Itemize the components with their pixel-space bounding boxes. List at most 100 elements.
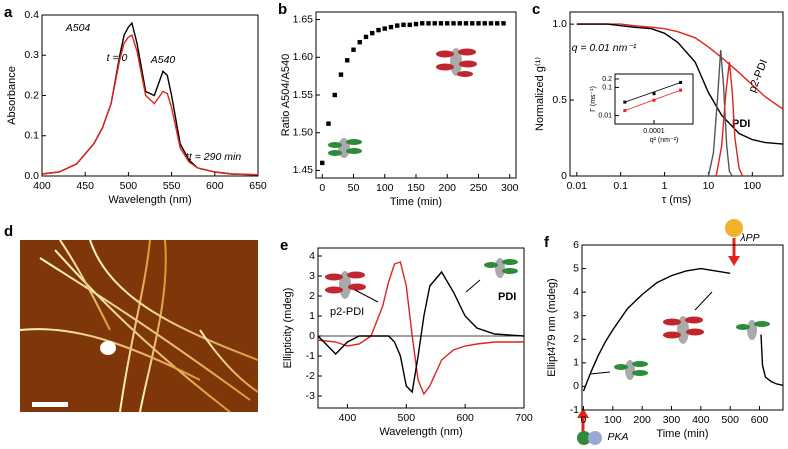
x-tick-label: 600 (751, 414, 769, 426)
x-tick-label: 500 (398, 412, 416, 424)
series-label: PDI (498, 291, 516, 303)
x-tick-label: 50 (348, 182, 360, 194)
x-tick-label: 500 (721, 414, 739, 426)
plot-frame (569, 11, 784, 177)
series-line (317, 270, 525, 394)
x-tick-label: 600 (456, 412, 474, 424)
scale-bar (32, 402, 68, 407)
data-point (501, 21, 506, 26)
cartoon (325, 48, 770, 445)
x-tick-label: 300 (663, 414, 681, 426)
data-point (438, 21, 444, 26)
y-axis-label: Absorbance (6, 66, 18, 125)
data-point (320, 160, 325, 166)
data-point (488, 21, 494, 26)
fit-line (624, 89, 681, 111)
data-point (395, 23, 400, 28)
data-point (351, 47, 356, 52)
data-point (652, 92, 656, 96)
x-axis-label: τ (ms) (662, 194, 691, 206)
y-tick-label: 6 (573, 239, 579, 251)
annotation: A504 (65, 22, 91, 34)
series-line (582, 267, 784, 392)
y-tick-label: -2 (306, 370, 315, 382)
annotation: A540 (150, 54, 176, 66)
y-tick-label: 0 (573, 380, 579, 392)
x-tick-label: 400 (692, 414, 710, 426)
data-point (363, 34, 369, 40)
annotation: *t = 290 min (185, 151, 241, 163)
annotation: λPP (739, 232, 759, 244)
x-tick-label: 250 (470, 182, 488, 194)
x-tick-label: 550 (163, 180, 181, 192)
x-tick-label: 400 (33, 180, 51, 192)
y-axis-label: Ellipt479 nm (mdeg) (546, 278, 558, 376)
data-point (338, 72, 344, 77)
y-tick-label: 0 (561, 170, 567, 182)
y-tick-label: 1.0 (552, 18, 567, 30)
data-point (426, 21, 431, 26)
x-tick-label: 400 (339, 412, 357, 424)
y-axis-label: Ellipticity (mdeg) (282, 288, 294, 369)
y-tick-label: 1.65 (293, 13, 314, 25)
data-point (413, 21, 419, 27)
y-tick-label: 0.1 (602, 84, 612, 91)
x-tick-label: 0 (319, 182, 325, 194)
data-point (326, 121, 331, 126)
data-point (382, 26, 387, 31)
data-point (463, 21, 469, 26)
data-point (345, 58, 350, 63)
data-point (495, 21, 500, 26)
x-tick-label: 300 (501, 182, 519, 194)
x-axis-label: Wavelength (nm) (379, 426, 462, 438)
data-point (401, 22, 406, 28)
data-point (376, 27, 381, 33)
data-point (432, 21, 437, 26)
panel-label: c (532, 1, 540, 18)
x-tick-label: 100 (604, 414, 622, 426)
annotation: q = 0.01 nm⁻¹ (572, 42, 637, 54)
y-tick-label: 0 (309, 330, 315, 342)
data-point (445, 21, 450, 26)
y-axis-label: Ratio A504/A540 (280, 54, 292, 137)
data-point (370, 30, 375, 36)
y-tick-label: -1 (570, 404, 579, 416)
x-axis-label: Time (min) (656, 428, 708, 440)
y-tick-label: 1.55 (293, 89, 314, 101)
x-tick-label: 500 (120, 180, 138, 192)
x-tick-label: 200 (438, 182, 456, 194)
y-tick-label: 0.0 (24, 170, 39, 182)
series-line (317, 261, 524, 396)
data-point (451, 21, 456, 26)
y-tick-label: 5 (573, 262, 579, 274)
panel-label: e (280, 237, 288, 254)
plot-frame (581, 244, 784, 411)
x-tick-label: 450 (76, 180, 94, 192)
y-tick-label: -1 (306, 350, 315, 362)
y-tick-label: 1.45 (293, 164, 314, 176)
data-point (476, 21, 481, 26)
x-tick-label: 0.01 (567, 180, 588, 192)
y-tick-label: 2 (309, 290, 315, 302)
y-tick-label: 0.01 (598, 112, 612, 119)
x-axis-label: Time (min) (390, 196, 442, 208)
x-axis-label: Wavelength (nm) (108, 194, 191, 206)
x-tick-label: 0.0001 (643, 128, 665, 135)
series-line (576, 23, 784, 145)
series-line (41, 34, 259, 176)
y-tick-label: 0.2 (602, 76, 612, 83)
data-point (457, 21, 462, 26)
x-tick-label: 600 (206, 180, 224, 192)
y-tick-label: 0.2 (24, 89, 39, 101)
y-tick-label: 0.4 (24, 9, 39, 21)
data-point (357, 39, 362, 45)
afm-image (19, 239, 259, 413)
y-axis-label: Γ (ms⁻¹) (590, 86, 597, 112)
x-tick-label: 0.1 (613, 180, 628, 192)
x-axis-label: q² (nm⁻²) (650, 137, 679, 144)
y-tick-label: 3 (309, 270, 315, 282)
panel-label: a (4, 4, 13, 21)
panel-label: f (544, 234, 550, 251)
annotation: t = 0 (107, 52, 128, 64)
